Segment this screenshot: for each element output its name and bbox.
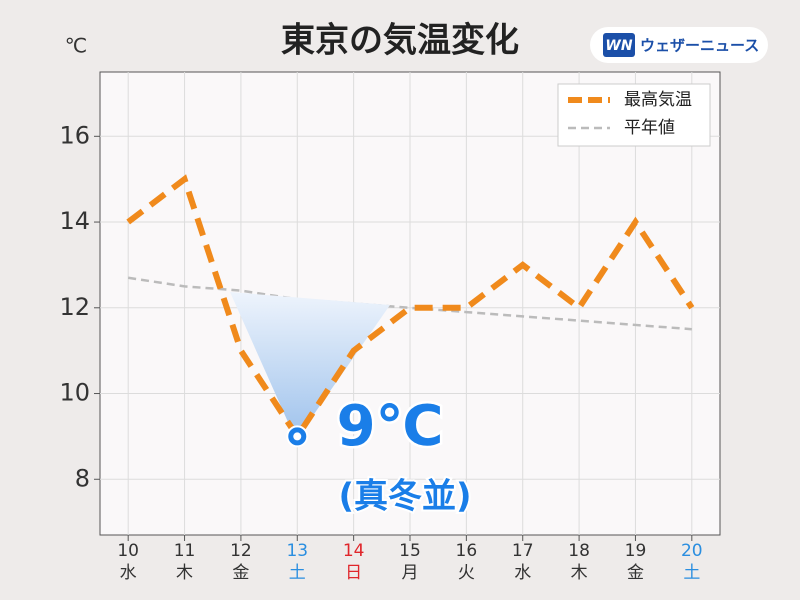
x-weekday-label: 水 — [514, 563, 531, 583]
y-tick-label: 16 — [59, 121, 90, 149]
x-tick-label: 18 — [568, 541, 590, 561]
logo-text: ウェザーニュース — [640, 37, 759, 55]
annotation: 9℃ — [337, 394, 444, 459]
legend-label: 平年値 — [624, 118, 675, 138]
x-tick-label: 15 — [399, 541, 421, 561]
y-unit: ℃ — [65, 34, 87, 58]
x-weekday-label: 火 — [458, 563, 475, 583]
series-line — [127, 276, 692, 331]
x-tick-label: 17 — [512, 541, 534, 561]
y-tick-label: 8 — [75, 464, 90, 492]
y-tick-label: 12 — [59, 293, 90, 321]
x-tick-label: 20 — [681, 541, 703, 561]
x-weekday-label: 木 — [176, 563, 193, 583]
x-weekday-label: 土 — [289, 563, 306, 583]
logo-mark: WN — [605, 38, 632, 54]
logo-box — [603, 33, 635, 57]
x-weekday-label: 月 — [402, 563, 419, 583]
x-weekday-label: 土 — [683, 563, 700, 583]
x-tick-label: 11 — [174, 541, 196, 561]
highlight-marker-core — [293, 432, 302, 441]
series-line — [126, 174, 695, 442]
x-tick-label: 12 — [230, 541, 252, 561]
x-tick-label: 13 — [286, 541, 308, 561]
x-tick-label: 10 — [117, 541, 139, 561]
x-weekday-label: 金 — [232, 563, 249, 583]
x-weekday-label: 水 — [120, 563, 137, 583]
x-tick-label: 16 — [456, 541, 478, 561]
legend-label: 最高気温 — [624, 90, 692, 110]
x-tick-label: 19 — [625, 541, 647, 561]
chart-title: 東京の気温変化 — [281, 21, 519, 61]
callout — [230, 292, 390, 440]
logo: WN ウェザーニュース — [590, 27, 768, 63]
annotation: (真冬並) — [338, 477, 471, 517]
x-weekday-label: 木 — [571, 563, 588, 583]
y-tick-label: 10 — [59, 379, 90, 407]
legend-box — [557, 83, 711, 147]
y-tick-label: 14 — [59, 207, 90, 235]
x-weekday-label: 金 — [627, 563, 644, 583]
x-weekday-label: 日 — [345, 563, 362, 583]
x-tick-label: 14 — [343, 541, 365, 561]
